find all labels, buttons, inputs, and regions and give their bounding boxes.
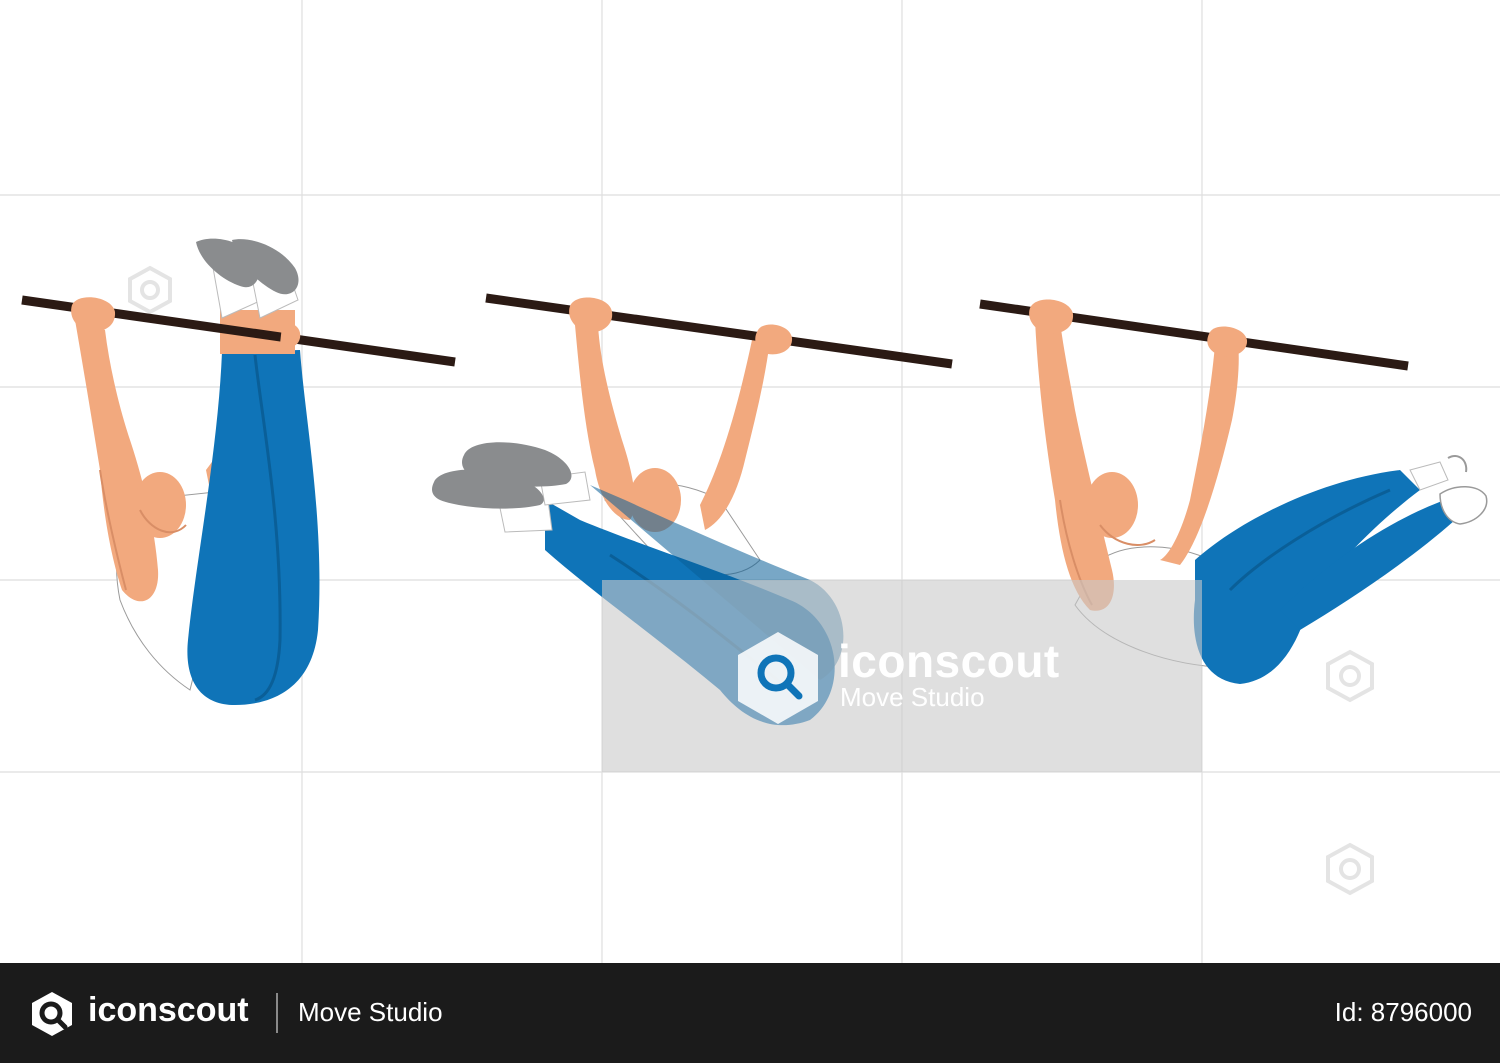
figure-legs-vertical: [21, 238, 456, 705]
footer-brand[interactable]: iconscout: [88, 991, 249, 1029]
exercise-illustration: [0, 0, 1500, 963]
watermark-brand-text: iconscout: [838, 635, 1060, 687]
footer-divider: [276, 993, 278, 1033]
watermark-search-icon: [128, 265, 172, 315]
watermark-search-icon: [1326, 649, 1374, 703]
watermark-box: [602, 580, 1202, 772]
watermark-search-icon: [738, 632, 818, 724]
footer-bar: iconscout Move Studio Id: 8796000: [0, 963, 1500, 1063]
watermark-search-icon: [1326, 842, 1374, 896]
iconscout-logo-icon[interactable]: [28, 990, 76, 1038]
footer-asset-id: Id: 8796000: [1334, 997, 1472, 1027]
watermark-studio-text: Move Studio: [840, 682, 985, 712]
footer-studio[interactable]: Move Studio: [298, 997, 443, 1027]
